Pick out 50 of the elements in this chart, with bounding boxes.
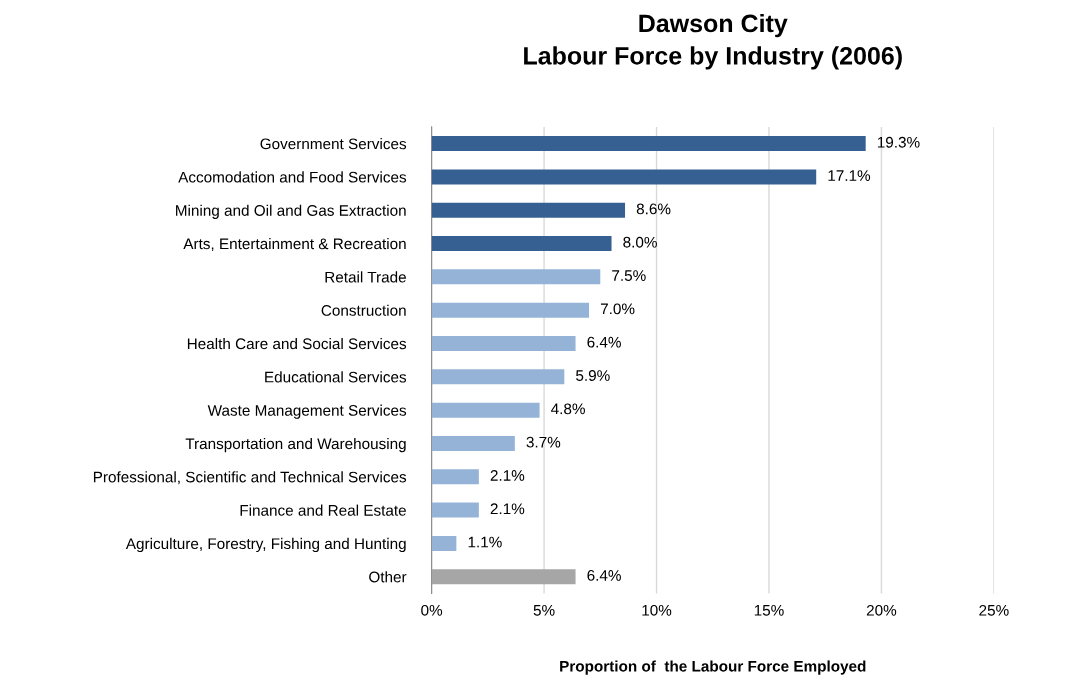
bar (431, 369, 565, 385)
bar (431, 169, 817, 185)
y-tick-label: Professional, Scientific and Technical Services (93, 471, 407, 485)
data-label: 6.4% (587, 336, 621, 348)
data-label: 5.9% (576, 370, 610, 381)
y-tick-label: Government Services (260, 138, 407, 150)
y-tick-label: Arts, Entertainment & Recreation (183, 237, 406, 252)
data-label: 1.1% (468, 536, 502, 548)
bar (431, 502, 479, 518)
data-label: 6.4% (587, 570, 621, 581)
bar (431, 402, 540, 418)
y-tick-label: Agriculture, Forestry, Fishing and Hunting (125, 537, 406, 553)
y-tick-label: Finance and Real Estate (240, 504, 406, 516)
bar (431, 535, 457, 551)
bar (431, 302, 590, 318)
y-tick-label: Educational Services (265, 371, 407, 383)
data-label: 8.0% (623, 236, 657, 248)
data-label: 19.3% (877, 136, 920, 148)
bar (431, 136, 866, 152)
data-label: 2.1% (490, 470, 525, 481)
data-label: 8.6% (636, 203, 671, 215)
data-label: 2.1% (490, 503, 525, 515)
x-axis-title: Proportion of the Labour Force Employed (560, 660, 866, 675)
bar (431, 435, 515, 451)
y-tick-label: Mining and Oil and Gas Extraction (176, 204, 406, 219)
bar (431, 202, 626, 218)
y-tick-label: Retail Trade (325, 271, 406, 283)
x-tick-label: 15% (754, 604, 784, 616)
bar (431, 569, 576, 585)
data-label: 7.5% (612, 270, 646, 281)
data-label: 4.8% (551, 403, 585, 415)
x-tick-label: 25% (979, 604, 1009, 616)
x-tick-label: 0% (421, 604, 443, 616)
x-tick-label: 10% (642, 604, 672, 616)
chart-title: Dawson City Labour Force by Industry (2006) (524, 13, 902, 70)
y-tick-label: Health Care and Social Services (187, 337, 407, 350)
bar (431, 269, 601, 285)
y-tick-label: Construction (321, 304, 406, 316)
y-tick-label: Transportation and Warehousing (185, 437, 406, 453)
bar (431, 236, 612, 252)
data-label: 3.7% (526, 436, 561, 448)
data-label: 17.1% (828, 170, 871, 181)
x-tick-label: 5% (533, 604, 555, 616)
y-tick-label: Accomodation and Food Services (178, 171, 407, 183)
data-label: 7.0% (600, 303, 635, 315)
x-tick-label: 20% (866, 604, 897, 616)
bar (431, 469, 479, 485)
y-tick-label: Other (369, 571, 407, 583)
y-tick-label: Waste Management Services (207, 404, 407, 419)
bar (431, 335, 576, 351)
